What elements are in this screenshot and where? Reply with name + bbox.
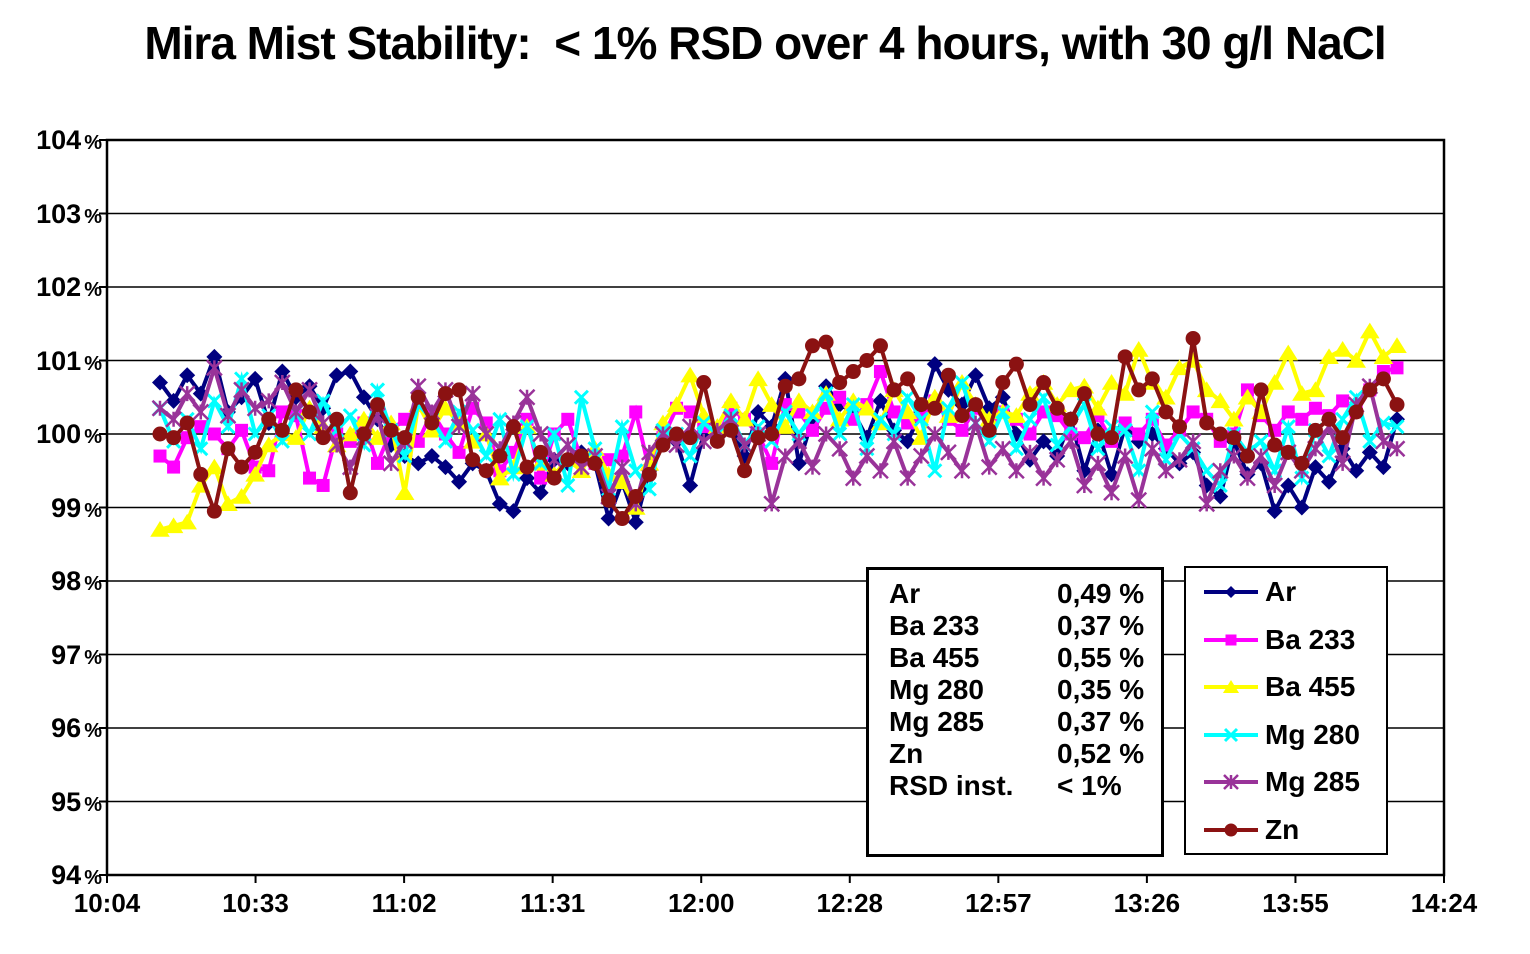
x-axis-label: 10:33 <box>222 888 289 918</box>
y-axis-label: 104% <box>36 125 102 155</box>
stats-row: Mg 285 0,37 % <box>889 706 1161 738</box>
stats-row-label: Ba 455 <box>889 642 980 673</box>
stats-row-label: RSD inst. <box>889 770 1014 801</box>
y-axis-label: 100% <box>36 419 102 449</box>
stats-row-label: Mg 280 <box>889 674 984 705</box>
stats-row-label: Zn <box>889 738 924 769</box>
stats-row-value: 0,49 % <box>1057 578 1145 609</box>
legend-label: Mg 280 <box>1265 718 1360 750</box>
legend-item-ba-455: Ba 455 <box>1186 671 1356 703</box>
stats-row: RSD inst. < 1% <box>889 770 1161 802</box>
stats-row-value: 0,55 % <box>1057 642 1145 673</box>
stats-row-value: 0,37 % <box>1057 610 1145 641</box>
legend-label: Mg 285 <box>1265 766 1360 798</box>
legend-label: Ar <box>1265 576 1297 607</box>
x-axis-label: 13:55 <box>1262 888 1329 918</box>
ba-455-legend-marker-icon <box>1204 680 1258 694</box>
legend-item-mg-280: Mg 280 <box>1186 718 1360 750</box>
ar-legend-marker-icon <box>1204 586 1258 598</box>
x-axis-label: 14:24 <box>1410 888 1478 918</box>
mg-285-legend-marker-icon <box>1204 774 1258 791</box>
y-axis-label: 101% <box>36 345 102 376</box>
ba-233-legend-marker-icon <box>1204 634 1258 646</box>
legend-item-mg-285: Mg 285 <box>1186 766 1360 798</box>
legend-item-ba-233: Ba 233 <box>1186 623 1356 655</box>
y-axis-label: 98% <box>51 566 102 596</box>
stats-row: Ar 0,49 % <box>889 578 1161 610</box>
stats-row-value: 0,52 % <box>1057 738 1145 769</box>
stats-row-value: < 1% <box>1057 770 1122 801</box>
stats-box: Ar 0,49 % Ba 233 0,37 % Ba 455 0,55 % Mg 280 0,… <box>866 567 1164 857</box>
legend-item-ar: Ar <box>1186 576 1297 607</box>
zn-legend-marker-icon <box>1204 823 1258 837</box>
stats-row: Zn 0,52 % <box>889 738 1161 770</box>
y-axis-label: 96% <box>51 713 102 743</box>
stats-row: Mg 280 0,35 % <box>889 674 1161 706</box>
y-axis-label: 99% <box>51 492 102 523</box>
y-axis-label: 103% <box>36 198 102 229</box>
stats-row-label: Mg 285 <box>889 706 984 737</box>
stats-row-value: 0,35 % <box>1057 674 1145 705</box>
legend-box: Ar Ba 233 Ba 455 Mg 280 Mg 285 Zn <box>1184 566 1388 855</box>
series-zn <box>152 330 1405 527</box>
x-axis-label: 11:31 <box>520 888 586 918</box>
stats-row: Ba 233 0,37 % <box>889 610 1161 642</box>
plot-area <box>99 138 1446 883</box>
stats-row: Ba 455 0,55 % <box>889 642 1161 674</box>
x-axis-label: 11:02 <box>371 888 437 918</box>
y-axis-label: 97% <box>51 639 102 670</box>
x-axis-label: 10:04 <box>73 888 141 918</box>
stats-row-label: Ba 233 <box>889 610 980 641</box>
y-axis-label: 102% <box>36 272 102 302</box>
x-axis-label: 12:28 <box>816 888 884 918</box>
mg-280-legend-marker-icon <box>1204 727 1258 742</box>
y-axis-label: 94% <box>51 860 102 890</box>
stats-row-value: 0,37 % <box>1057 706 1145 737</box>
stats-row-label: Ar <box>889 578 921 609</box>
legend-label: Ba 233 <box>1265 623 1356 655</box>
y-axis-label: 95% <box>51 786 102 817</box>
x-axis-label: 13:26 <box>1113 888 1181 918</box>
x-axis-label: 12:00 <box>667 888 735 918</box>
legend-item-zn: Zn <box>1186 814 1300 845</box>
x-axis-label: 12:57 <box>965 888 1032 918</box>
chart-title: Mira Mist Stability: < 1% RSD over 4 hou… <box>144 17 1386 69</box>
legend-label: Zn <box>1265 814 1300 845</box>
legend-label: Ba 455 <box>1265 671 1356 703</box>
